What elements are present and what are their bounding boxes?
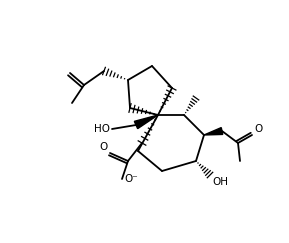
Text: O: O <box>254 124 262 134</box>
Text: O: O <box>100 142 108 152</box>
Text: O⁻: O⁻ <box>124 174 138 184</box>
Text: HO: HO <box>94 124 110 134</box>
Polygon shape <box>204 128 223 135</box>
Text: OH: OH <box>212 177 228 187</box>
Polygon shape <box>134 115 158 129</box>
